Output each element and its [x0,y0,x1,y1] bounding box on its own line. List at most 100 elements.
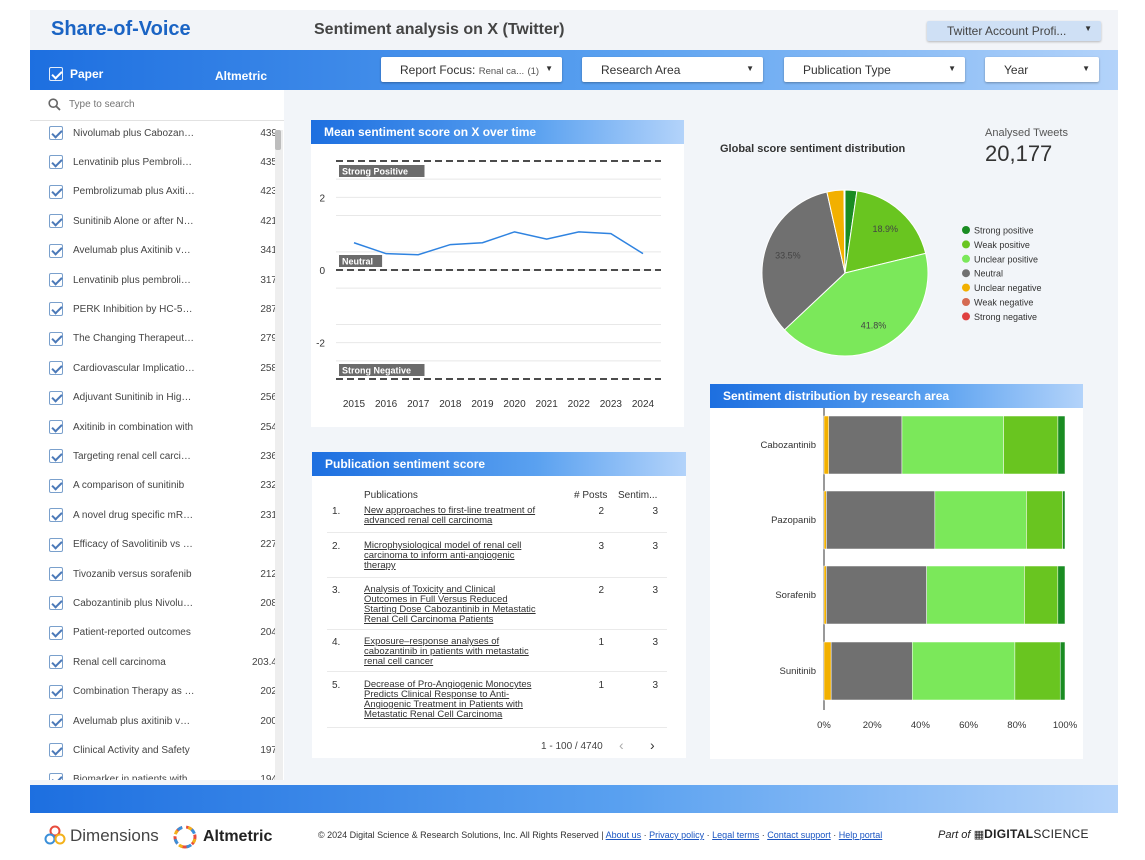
pie-slice[interactable] [783,252,929,357]
paper-checkbox[interactable] [49,478,63,493]
bar-segment[interactable] [926,565,1025,625]
paper-list-item[interactable]: Lenvatinib plus Pembrolizumab 435 [49,152,279,172]
year-select[interactable]: Year ▼ [985,57,1099,82]
paper-list-item[interactable]: Tivozanib versus sorafenib 212 [49,564,279,584]
pie-slice[interactable] [761,191,846,331]
paper-checkbox[interactable] [49,625,63,640]
paper-list-item[interactable]: Clinical Activity and Safety 197 [49,740,279,760]
col-sentiment[interactable]: Sentim... [618,490,658,501]
search-input[interactable] [69,99,239,110]
paper-list-item[interactable]: Adjuvant Sunitinib in High-Risk 256 [49,388,279,408]
table-row[interactable]: 2. Microphysiological model of renal cell… [327,541,667,578]
scrollbar-thumb[interactable] [275,130,281,150]
footer-link[interactable]: Contact support [767,830,831,840]
table-row[interactable]: 4. Exposure–response analyses of cabozant… [327,637,667,672]
legend-label[interactable]: Strong negative [974,312,1037,322]
legend-label[interactable]: Weak negative [974,298,1033,308]
publication-link[interactable]: Microphysiological model of renal cell c… [364,540,522,571]
col-posts[interactable]: # Posts [574,490,608,501]
bar-segment[interactable] [1026,490,1063,550]
publication-link[interactable]: Decrease of Pro-Angiogenic Monocytes Pre… [364,679,532,720]
digital-science-logo[interactable]: Part of ▦DIGITALSCIENCE [938,827,1089,841]
paper-checkbox[interactable] [49,714,63,728]
pie-slice[interactable] [843,189,846,274]
paper-checkbox[interactable] [49,537,63,552]
paper-list-item[interactable]: Pembrolizumab plus Axitinib 423 [49,182,279,202]
legend-label[interactable]: Unclear positive [974,254,1038,264]
bar-segment[interactable] [901,415,1004,475]
paper-checkbox[interactable] [49,155,63,170]
paper-list-item[interactable]: Lenvatinib plus pembrolizumab 317 [49,270,279,290]
bar-segment[interactable] [823,490,827,550]
paper-list-item[interactable]: Avelumab plus Axitinib versus Sunitinib 3… [49,241,279,261]
bar-segment[interactable] [1059,641,1066,701]
paper-checkbox[interactable] [49,214,63,229]
legend-label[interactable]: Unclear negative [974,283,1042,293]
footer-link[interactable]: Help portal [838,830,883,840]
paper-checkbox[interactable] [49,772,63,780]
paper-checkbox[interactable] [49,273,63,287]
bar-segment[interactable] [1003,415,1059,475]
paper-list-item[interactable]: Sunitinib Alone or after Nephrectomy 421 [49,211,279,231]
paper-list-item[interactable]: Cardiovascular Implications 258 [49,358,279,378]
paper-list-item[interactable]: Combination Therapy as First-line 202 [49,682,279,702]
publication-link[interactable]: New approaches to first-line treatment o… [364,505,536,526]
select-all-checkbox[interactable] [49,67,63,81]
paper-list-item[interactable]: Patient-reported outcomes 204 [49,623,279,643]
bar-segment[interactable] [934,490,1027,550]
col-publications[interactable]: Publications [364,490,418,501]
bar-segment[interactable] [826,490,936,550]
bar-segment[interactable] [1062,490,1066,550]
bar-segment[interactable] [1024,565,1059,625]
bar-segment[interactable] [823,565,827,625]
bar-segment[interactable] [1014,641,1061,701]
paper-checkbox[interactable] [49,243,63,258]
paper-checkbox[interactable] [49,390,63,405]
bar-segment[interactable] [823,415,829,475]
legend-label[interactable]: Neutral [974,269,1003,279]
report-focus-select[interactable]: Report Focus: Renal ca... (1) ▼ [381,57,562,82]
altmetric-logo[interactable]: Altmetric [173,825,272,849]
paper-checkbox[interactable] [49,331,63,346]
paper-list-item[interactable]: Renal cell carcinoma 203.4 [49,652,279,672]
paper-list-item[interactable]: Targeting renal cell carcinoma 236 [49,446,279,466]
footer-link[interactable]: Privacy policy [649,830,705,840]
paper-select-all[interactable]: Paper [49,67,103,81]
paper-list-item[interactable]: Avelumab plus axitinib versus 200 [49,711,279,731]
next-page-icon[interactable]: › [650,737,655,753]
paper-list-item[interactable]: The Changing Therapeutic Landscape 279 [49,329,279,349]
paper-list-item[interactable]: Cabozantinib plus Nivolumab 208 [49,593,279,613]
bar-segment[interactable] [823,641,832,701]
account-profile-select[interactable]: Twitter Account Profi... ▼ [927,21,1101,41]
publication-type-select[interactable]: Publication Type ▼ [784,57,965,82]
paper-checkbox[interactable] [49,743,63,758]
paper-checkbox[interactable] [49,508,63,523]
pie-slice[interactable] [844,190,927,274]
paper-checkbox[interactable] [49,420,63,434]
publication-link[interactable]: Exposure–response analyses of cabozantin… [364,636,529,667]
paper-checkbox[interactable] [49,302,63,317]
paper-list-item[interactable]: Efficacy of Savolitinib vs Sunitinib 227 [49,535,279,555]
bar-segment[interactable] [826,565,927,625]
paper-list-item[interactable]: PERK Inhibition by HC-5404 287 [49,299,279,319]
research-area-select[interactable]: Research Area ▼ [582,57,763,82]
paper-checkbox[interactable] [49,655,63,670]
paper-list-item[interactable]: A comparison of sunitinib 232 [49,476,279,496]
bar-segment[interactable] [830,641,913,701]
paper-list-item[interactable]: A novel drug specific mRNA 231 [49,505,279,525]
publication-link[interactable]: Analysis of Toxicity and Clinical Outcom… [364,584,536,625]
paper-checkbox[interactable] [49,567,63,581]
prev-page-icon[interactable]: ‹ [619,737,624,753]
paper-checkbox[interactable] [49,684,63,699]
table-row[interactable]: 1. New approaches to first-line treatment… [327,506,667,533]
footer-link[interactable]: Legal terms [712,830,760,840]
paper-checkbox[interactable] [49,449,63,464]
bar-segment[interactable] [912,641,1016,701]
table-row[interactable]: 3. Analysis of Toxicity and Clinical Outc… [327,585,667,630]
bar-segment[interactable] [1057,565,1066,625]
footer-link[interactable]: About us [605,830,642,840]
dimensions-logo[interactable]: Dimensions [44,825,159,847]
paper-list-item[interactable]: Nivolumab plus Cabozantinib versus Sunit… [49,123,279,143]
paper-list-item[interactable]: Axitinib in combination with 254 [49,417,279,437]
bar-segment[interactable] [828,415,903,475]
